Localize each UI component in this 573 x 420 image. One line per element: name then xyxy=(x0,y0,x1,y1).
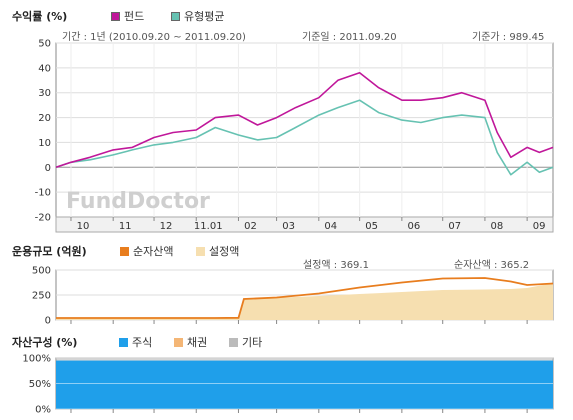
period-label: 기간 : 1년 (2010.09.20 ~ 2011.09.20) xyxy=(62,32,246,43)
legend-setting-label: 설정액 xyxy=(209,245,240,258)
legend-fund-label: 펀드 xyxy=(124,10,145,23)
stock-area xyxy=(56,360,553,409)
setting-amount-label: 설정액 : 369.1 xyxy=(303,260,369,271)
returns-chart: 50 40 30 20 10 0 -10 -20 10 11 12 11.01 02 03 04 05 06 07… xyxy=(35,39,554,233)
x-tick-label: 11 xyxy=(119,221,132,232)
type-average-swatch xyxy=(171,11,180,21)
legend-stock-label: 주식 xyxy=(132,336,153,349)
watermark: FundDoctor xyxy=(66,189,210,214)
returns-plot-area xyxy=(55,42,554,218)
asset-y-tick-label: 0% xyxy=(35,405,51,416)
y-tick-label: 30 xyxy=(38,88,51,99)
y-tick-label: -20 xyxy=(35,213,51,224)
legend-stock: 주식 xyxy=(119,334,152,350)
size-y-tick-label: 0 xyxy=(45,316,51,327)
legend-net-assets: 순자산액 xyxy=(120,243,173,259)
x-tick-label: 05 xyxy=(365,221,378,232)
legend-type-average: 유형평균 xyxy=(171,8,224,24)
y-tick-label: 0 xyxy=(45,163,51,174)
x-tick-label: 02 xyxy=(244,221,257,232)
asset-mix-title: 자산구성 (%) xyxy=(12,336,78,349)
legend-other: 기타 xyxy=(229,334,262,350)
asset-y-tick-label: 100% xyxy=(22,354,51,365)
y-tick-label: 20 xyxy=(38,113,51,124)
legend-other-label: 기타 xyxy=(242,336,263,349)
legend-type-average-label: 유형평균 xyxy=(184,10,225,23)
legend-net-assets-label: 순자산액 xyxy=(133,245,174,258)
x-tick-label: 06 xyxy=(407,221,420,232)
size-y-tick-label: 250 xyxy=(32,291,51,302)
other-area xyxy=(56,358,553,361)
other-swatch xyxy=(229,337,238,347)
legend-setting: 설정액 xyxy=(196,243,239,259)
fund-size-chart: 500 250 0 xyxy=(32,266,554,327)
size-y-tick-label: 500 xyxy=(32,266,51,277)
x-tick-label: 04 xyxy=(324,221,337,232)
stock-swatch xyxy=(119,337,128,347)
bond-swatch xyxy=(174,337,183,347)
fund-swatch xyxy=(111,11,120,21)
net-assets-line xyxy=(56,277,554,319)
legend-fund: 펀드 xyxy=(111,8,144,24)
series-line-type-average xyxy=(55,99,554,176)
series-line-fund xyxy=(55,72,554,169)
x-axis-band xyxy=(55,216,554,233)
x-tick-label: 07 xyxy=(448,221,461,232)
y-tick-label: -10 xyxy=(35,188,51,199)
setting-swatch xyxy=(196,246,205,256)
legend-bond-label: 채권 xyxy=(187,336,208,349)
net-assets-amount-label: 순자산액 : 365.2 xyxy=(454,260,530,271)
y-tick-label: 40 xyxy=(38,63,51,74)
legend-bond: 채권 xyxy=(174,334,207,350)
y-tick-label: 10 xyxy=(38,138,51,149)
base-price-label: 기준가 : 989.45 xyxy=(472,32,545,43)
returns-title: 수익률 (%) xyxy=(12,10,68,23)
net-assets-swatch xyxy=(120,246,129,256)
asset-y-tick-label: 50% xyxy=(29,379,51,390)
x-tick-label: 11.01 xyxy=(194,221,223,232)
x-tick-label: 10 xyxy=(77,221,90,232)
x-tick-label: 08 xyxy=(491,221,504,232)
x-tick-label: 03 xyxy=(282,221,295,232)
base-date-label: 기준일 : 2011.09.20 xyxy=(302,32,397,43)
x-tick-label: 12 xyxy=(160,221,173,232)
fund-size-title: 운용규모 (억원) xyxy=(12,245,87,258)
y-tick-label: 50 xyxy=(38,39,51,50)
asset-mix-chart: 100% 50% 0% xyxy=(22,354,554,416)
x-tick-label: 09 xyxy=(533,221,546,232)
setting-area xyxy=(56,283,553,320)
